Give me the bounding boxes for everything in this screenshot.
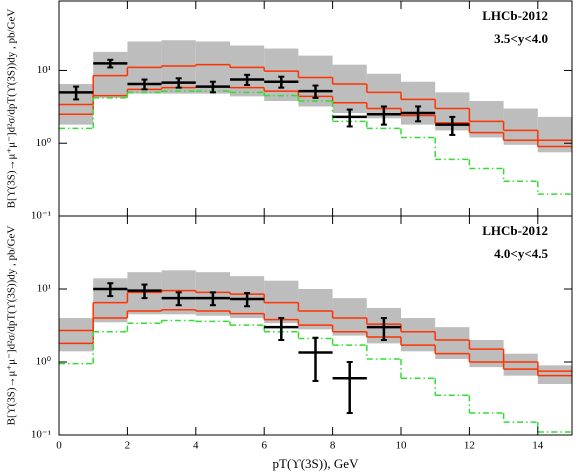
uncertainty-band: [298, 289, 333, 330]
uncertainty-band: [469, 340, 504, 368]
y-tick-label: 10¹: [37, 64, 51, 76]
x-tick-label: 6: [261, 440, 267, 452]
plot-area: [59, 270, 572, 433]
uncertainty-band: [332, 298, 367, 336]
plot-content: [59, 270, 572, 433]
annotation: 3.5<y<4.0: [494, 31, 548, 46]
annotation: 4.0<y<4.5: [494, 246, 548, 261]
x-tick-label: 12: [464, 440, 475, 452]
uncertainty-band: [503, 353, 538, 376]
uncertainty-band: [469, 101, 504, 138]
y-tick-label: 10⁰: [36, 356, 52, 368]
y-axis-label: B[ϒ(3S)→μ⁺μ⁻]d²σ/dpT(ϒ(3S))dy , pb/GeV: [6, 226, 18, 426]
plot-area: [59, 40, 572, 195]
y-axis-label: B[ϒ(3S)→μ⁺μ⁻]d²σ/dpT(ϒ(3S))dy , pb/GeV: [6, 9, 18, 209]
plot-frame: [58, 215, 573, 436]
uncertainty-band: [264, 48, 299, 102]
uncertainty-band: [230, 45, 265, 97]
annotation: LHCb-2012: [482, 223, 548, 238]
x-axis-label: pT(ϒ(3S)), GeV: [273, 456, 360, 471]
uncertainty-band: [59, 318, 94, 352]
uncertainty-band: [401, 318, 436, 352]
uncertainty-band: [332, 64, 367, 114]
x-tick-label: 8: [330, 440, 336, 452]
x-tick-label: 14: [532, 440, 544, 452]
y-tick-label: 10⁰: [36, 137, 52, 149]
annotation: LHCb-2012: [482, 8, 548, 23]
y-tick-label: 10¹: [37, 283, 51, 295]
x-tick-label: 2: [125, 440, 131, 452]
y-tick-label: 10⁻¹: [31, 429, 51, 441]
x-tick-label: 0: [56, 440, 62, 452]
y-tick-label: 10⁻¹: [31, 210, 51, 222]
uncertainty-band: [503, 108, 538, 145]
x-tick-label: 4: [193, 440, 199, 452]
x-tick-label: 10: [396, 440, 408, 452]
plot-content: [59, 40, 572, 195]
uncertainty-band: [537, 365, 572, 384]
